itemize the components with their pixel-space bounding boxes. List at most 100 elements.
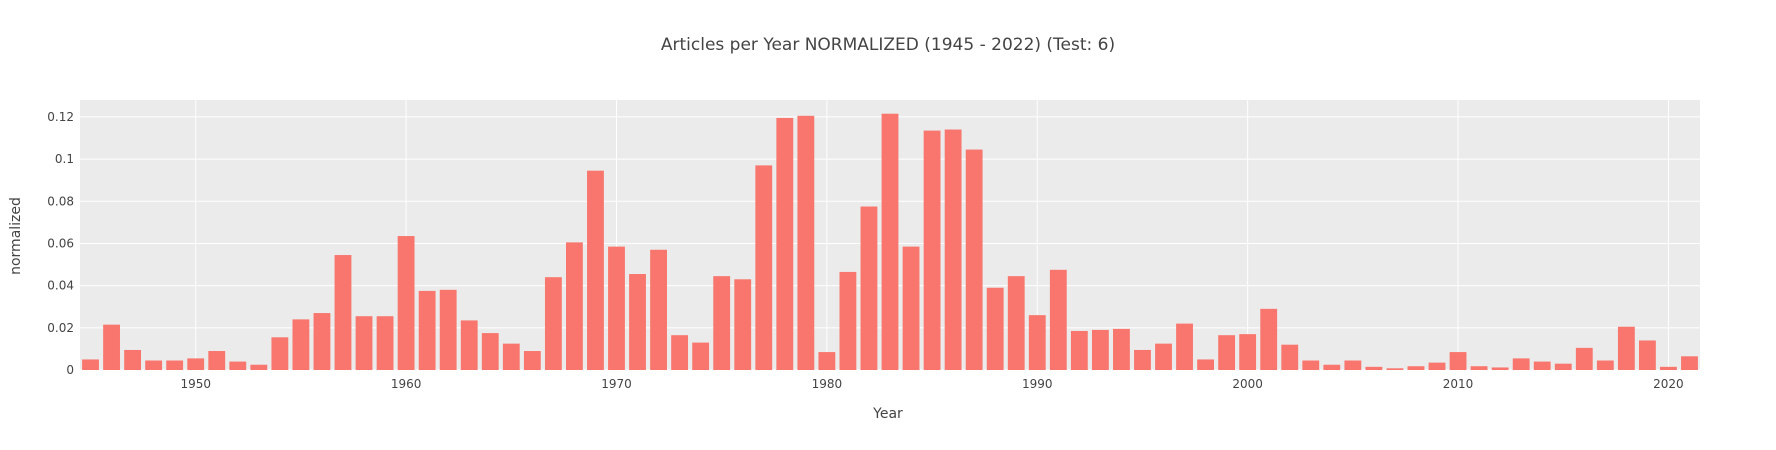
bar-1964[interactable] — [481, 333, 499, 370]
bar-1981[interactable] — [839, 271, 857, 370]
bar-1956[interactable] — [313, 313, 331, 370]
bar-1975[interactable] — [713, 276, 731, 370]
bar-1993[interactable] — [1091, 329, 1109, 370]
y-axis-title: normalized — [8, 197, 24, 275]
bar-1954[interactable] — [271, 337, 289, 370]
bar-1979[interactable] — [797, 115, 815, 370]
bar-1999[interactable] — [1218, 335, 1236, 370]
bar-1967[interactable] — [544, 277, 562, 370]
bar-1990[interactable] — [1028, 315, 1046, 370]
bar-2001[interactable] — [1260, 308, 1278, 370]
bar-1957[interactable] — [334, 255, 352, 370]
x-tick-label: 2000 — [1232, 377, 1263, 391]
bar-1960[interactable] — [397, 236, 415, 370]
bar-1958[interactable] — [355, 316, 373, 370]
bar-1983[interactable] — [881, 113, 899, 370]
x-tick-label: 2010 — [1443, 377, 1474, 391]
x-tick-label: 1980 — [812, 377, 843, 391]
bar-2011[interactable] — [1470, 366, 1488, 370]
x-tick-label: 1960 — [391, 377, 422, 391]
bar-1976[interactable] — [734, 279, 752, 370]
bar-2002[interactable] — [1281, 344, 1299, 370]
bar-1991[interactable] — [1049, 269, 1067, 370]
bar-1987[interactable] — [965, 149, 983, 370]
bar-2018[interactable] — [1617, 326, 1635, 370]
bar-2010[interactable] — [1449, 352, 1467, 370]
bar-1984[interactable] — [902, 246, 920, 370]
bar-1962[interactable] — [439, 289, 457, 370]
bar-1950[interactable] — [187, 358, 205, 370]
bar-1963[interactable] — [460, 320, 478, 370]
chart-title: Articles per Year NORMALIZED (1945 - 202… — [661, 35, 1115, 55]
bar-1955[interactable] — [292, 319, 310, 370]
bar-1978[interactable] — [776, 117, 794, 370]
bar-2003[interactable] — [1302, 360, 1320, 370]
bar-1961[interactable] — [418, 290, 436, 370]
bar-1952[interactable] — [229, 361, 247, 370]
y-tick-label: 0.02 — [47, 321, 74, 335]
bar-1966[interactable] — [523, 351, 541, 370]
bar-1974[interactable] — [692, 342, 710, 370]
bar-2019[interactable] — [1638, 340, 1656, 370]
bar-1989[interactable] — [1007, 276, 1025, 370]
bar-2014[interactable] — [1533, 361, 1551, 370]
bar-1951[interactable] — [208, 351, 226, 370]
bar-2007[interactable] — [1386, 368, 1404, 370]
bar-1996[interactable] — [1155, 343, 1172, 370]
bar-2004[interactable] — [1323, 364, 1341, 370]
bar-2012[interactable] — [1491, 367, 1509, 370]
bar-1980[interactable] — [818, 352, 836, 370]
bar-1986[interactable] — [944, 129, 962, 370]
x-tick-label: 1970 — [601, 377, 632, 391]
bar-2009[interactable] — [1428, 362, 1446, 370]
bar-1968[interactable] — [566, 242, 583, 370]
x-axis-title: Year — [872, 406, 903, 422]
bar-1982[interactable] — [860, 206, 878, 370]
bar-2017[interactable] — [1596, 360, 1614, 370]
bar-1945[interactable] — [82, 359, 99, 370]
bar-1948[interactable] — [145, 360, 163, 370]
bar-2021[interactable] — [1681, 356, 1698, 370]
bar-2020[interactable] — [1660, 366, 1677, 370]
bar-1988[interactable] — [986, 287, 1004, 370]
bar-1995[interactable] — [1134, 349, 1151, 370]
x-tick-label: 2020 — [1653, 377, 1684, 391]
bar-1970[interactable] — [608, 246, 625, 370]
bar-1973[interactable] — [671, 335, 689, 370]
bar-1971[interactable] — [629, 274, 646, 370]
bar-1977[interactable] — [755, 165, 773, 370]
bar-2016[interactable] — [1575, 347, 1593, 370]
y-tick-label: 0 — [66, 363, 74, 377]
bar-1998[interactable] — [1197, 359, 1214, 370]
y-tick-label: 0.04 — [47, 279, 74, 293]
bar-1969[interactable] — [587, 170, 604, 370]
y-tick-label: 0.1 — [55, 152, 74, 166]
bar-2000[interactable] — [1239, 334, 1257, 370]
bar-2013[interactable] — [1512, 358, 1530, 370]
bar-2008[interactable] — [1407, 366, 1425, 370]
x-axis-ticks: 1950 1960 1970 1980 1990 2000 2010 2020 — [180, 377, 1683, 391]
bar-1994[interactable] — [1113, 328, 1130, 370]
bar-1947[interactable] — [124, 349, 142, 370]
y-tick-label: 0.12 — [47, 110, 74, 124]
y-tick-label: 0.08 — [47, 194, 74, 208]
bar-1972[interactable] — [650, 249, 667, 370]
bar-1997[interactable] — [1176, 323, 1193, 370]
bar-1992[interactable] — [1070, 330, 1088, 370]
y-tick-label: 0.06 — [47, 236, 74, 250]
y-axis-ticks: 0 0.02 0.04 0.06 0.08 0.1 0.12 — [47, 110, 74, 377]
bar-1949[interactable] — [166, 360, 184, 370]
x-tick-label: 1990 — [1022, 377, 1053, 391]
bar-1953[interactable] — [250, 364, 268, 370]
bar-1946[interactable] — [103, 324, 120, 370]
bar-1985[interactable] — [923, 130, 941, 370]
x-tick-label: 1950 — [180, 377, 211, 391]
bar-2015[interactable] — [1554, 363, 1572, 370]
bar-1965[interactable] — [502, 343, 520, 370]
bars — [82, 113, 1698, 370]
bar-1959[interactable] — [376, 316, 394, 370]
bar-2006[interactable] — [1365, 366, 1383, 370]
bar-2005[interactable] — [1344, 360, 1362, 370]
